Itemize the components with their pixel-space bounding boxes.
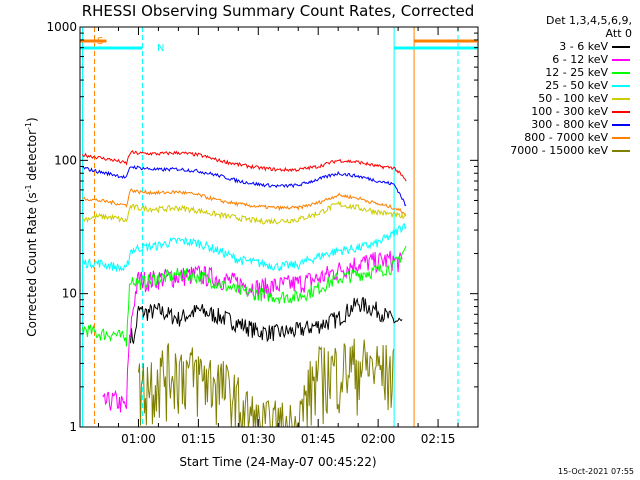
legend-swatch (612, 137, 630, 139)
series-line-3 (82, 222, 407, 273)
x-tick-label-2: 01:30 (241, 432, 276, 446)
x-tick-label-5: 02:15 (421, 432, 456, 446)
legend-item: 800 - 7000 keV (478, 131, 638, 144)
series-line-6 (82, 165, 407, 207)
legend-label: 7000 - 15000 keV (510, 144, 608, 157)
legend-swatch (612, 85, 630, 87)
legend-label: 3 - 6 keV (559, 40, 608, 53)
legend-swatch (612, 72, 630, 74)
legend-swatch (612, 150, 630, 152)
legend-header-line-1: Det 1,3,4,5,6,9, (545, 14, 632, 27)
legend-label: 100 - 300 keV (531, 105, 608, 118)
svg-text:Corrected Count Rate (s-1 dete: Corrected Count Rate (s-1 detector-1) (24, 117, 39, 336)
x-tick-label-3: 01:45 (301, 432, 336, 446)
legend-item: 25 - 50 keV (478, 79, 638, 92)
legend-label: 25 - 50 keV (545, 79, 608, 92)
flag-label-N: N (157, 43, 164, 54)
legend: Det 1,3,4,5,6,9, Att 0 3 - 6 keV 6 - 12 k… (478, 14, 638, 157)
series-line-0 (130, 296, 403, 344)
legend-item: 50 - 100 keV (478, 92, 638, 105)
legend-item: 7000 - 15000 keV (478, 144, 638, 157)
legend-item: 100 - 300 keV (478, 105, 638, 118)
legend-label: 6 - 12 keV (552, 53, 608, 66)
legend-swatch (612, 98, 630, 100)
x-tick-label-0: 01:00 (121, 432, 156, 446)
legend-item: 300 - 800 keV (478, 118, 638, 131)
series-line-7 (82, 188, 407, 215)
y-tick-label-3: 1000 (46, 20, 77, 34)
legend-label: 50 - 100 keV (538, 92, 608, 105)
chart-title: RHESSI Observing Summary Count Rates, Co… (82, 2, 475, 20)
y-axis-label: Corrected Count Rate (s-1 detector-1) (24, 117, 39, 336)
series-line-8 (138, 338, 395, 428)
flag-label-S: S (97, 36, 103, 47)
x-axis-label: Start Time (24-May-07 00:45:22) (179, 455, 376, 469)
legend-label: 300 - 800 keV (531, 118, 608, 131)
plot-frame (79, 26, 479, 428)
x-tick-label-4: 02:00 (361, 432, 396, 446)
chart-plot: RHESSI Observing Summary Count Rates, Co… (24, 2, 479, 469)
legend-item: 3 - 6 keV (478, 40, 638, 53)
y-tick-label-1: 10 (62, 287, 77, 301)
series-line-5 (82, 149, 407, 182)
legend-label: 800 - 7000 keV (524, 131, 608, 144)
series-line-4 (82, 200, 407, 225)
legend-swatch (612, 124, 630, 126)
legend-swatch (612, 59, 630, 61)
series-line-2 (82, 245, 407, 347)
legend-swatch (612, 46, 630, 48)
legend-header-line-2: Att 0 (605, 27, 632, 40)
legend-label: 12 - 25 keV (545, 66, 608, 79)
x-tick-label-1: 01:15 (181, 432, 216, 446)
y-tick-label-2: 100 (54, 153, 77, 167)
generation-timestamp: 15-Oct-2021 07:55 (558, 467, 634, 476)
legend-swatch (612, 111, 630, 113)
series-line-1 (102, 250, 403, 413)
legend-item: 12 - 25 keV (478, 66, 638, 79)
legend-item: 6 - 12 keV (478, 53, 638, 66)
y-tick-label-0: 1 (69, 420, 77, 434)
